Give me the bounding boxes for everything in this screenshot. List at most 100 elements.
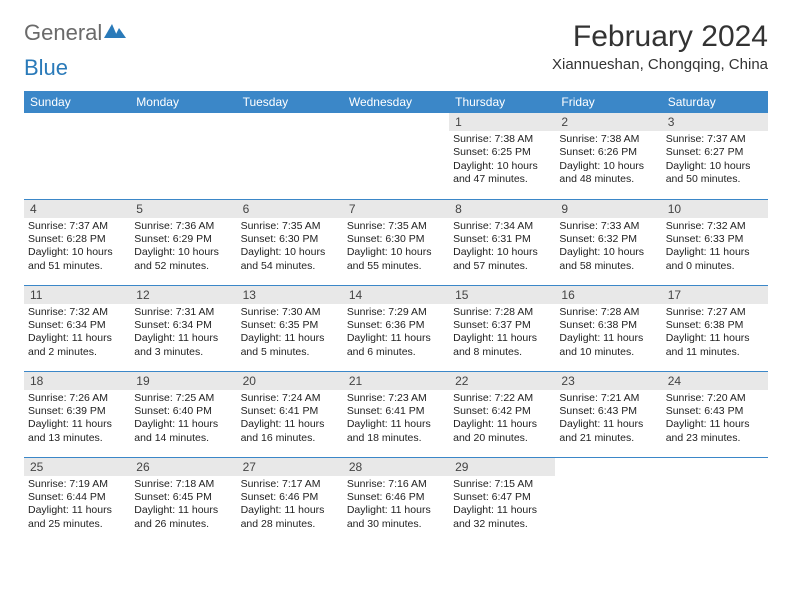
day-number: 11 [24,286,130,304]
calendar-day-cell: 6Sunrise: 7:35 AMSunset: 6:30 PMDaylight… [237,199,343,285]
calendar-day-cell: 12Sunrise: 7:31 AMSunset: 6:34 PMDayligh… [130,285,236,371]
day-number: 22 [449,372,555,390]
calendar-day-cell: 7Sunrise: 7:35 AMSunset: 6:30 PMDaylight… [343,199,449,285]
day-info: Sunrise: 7:38 AMSunset: 6:26 PMDaylight:… [555,131,661,189]
calendar-week-row: 25Sunrise: 7:19 AMSunset: 6:44 PMDayligh… [24,457,768,543]
calendar-day-cell: 10Sunrise: 7:32 AMSunset: 6:33 PMDayligh… [662,199,768,285]
calendar-day-cell: 4Sunrise: 7:37 AMSunset: 6:28 PMDaylight… [24,199,130,285]
day-number: 6 [237,200,343,218]
calendar-empty-cell [24,113,130,199]
day-number: 29 [449,458,555,476]
weekday-header-row: SundayMondayTuesdayWednesdayThursdayFrid… [24,91,768,113]
day-number: 7 [343,200,449,218]
calendar-day-cell: 18Sunrise: 7:26 AMSunset: 6:39 PMDayligh… [24,371,130,457]
calendar-day-cell: 8Sunrise: 7:34 AMSunset: 6:31 PMDaylight… [449,199,555,285]
day-info: Sunrise: 7:26 AMSunset: 6:39 PMDaylight:… [24,390,130,448]
day-info: Sunrise: 7:21 AMSunset: 6:43 PMDaylight:… [555,390,661,448]
day-info: Sunrise: 7:32 AMSunset: 6:34 PMDaylight:… [24,304,130,362]
day-info: Sunrise: 7:37 AMSunset: 6:28 PMDaylight:… [24,218,130,276]
calendar-day-cell: 17Sunrise: 7:27 AMSunset: 6:38 PMDayligh… [662,285,768,371]
title-block: February 2024 Xiannueshan, Chongqing, Ch… [552,20,768,73]
day-info: Sunrise: 7:36 AMSunset: 6:29 PMDaylight:… [130,218,236,276]
calendar-day-cell: 3Sunrise: 7:37 AMSunset: 6:27 PMDaylight… [662,113,768,199]
calendar-day-cell: 15Sunrise: 7:28 AMSunset: 6:37 PMDayligh… [449,285,555,371]
calendar-day-cell: 2Sunrise: 7:38 AMSunset: 6:26 PMDaylight… [555,113,661,199]
day-number: 21 [343,372,449,390]
calendar-day-cell: 5Sunrise: 7:36 AMSunset: 6:29 PMDaylight… [130,199,236,285]
day-info: Sunrise: 7:22 AMSunset: 6:42 PMDaylight:… [449,390,555,448]
day-info: Sunrise: 7:15 AMSunset: 6:47 PMDaylight:… [449,476,555,534]
day-info: Sunrise: 7:16 AMSunset: 6:46 PMDaylight:… [343,476,449,534]
calendar-day-cell: 26Sunrise: 7:18 AMSunset: 6:45 PMDayligh… [130,457,236,543]
calendar-day-cell: 1Sunrise: 7:38 AMSunset: 6:25 PMDaylight… [449,113,555,199]
day-info: Sunrise: 7:17 AMSunset: 6:46 PMDaylight:… [237,476,343,534]
day-number: 3 [662,113,768,131]
day-number: 17 [662,286,768,304]
calendar-empty-cell [130,113,236,199]
day-info: Sunrise: 7:24 AMSunset: 6:41 PMDaylight:… [237,390,343,448]
calendar-day-cell: 28Sunrise: 7:16 AMSunset: 6:46 PMDayligh… [343,457,449,543]
calendar-day-cell: 11Sunrise: 7:32 AMSunset: 6:34 PMDayligh… [24,285,130,371]
day-number: 9 [555,200,661,218]
calendar-day-cell: 25Sunrise: 7:19 AMSunset: 6:44 PMDayligh… [24,457,130,543]
logo-text-blue: Blue [24,55,68,81]
weekday-header: Wednesday [343,91,449,113]
calendar-day-cell: 19Sunrise: 7:25 AMSunset: 6:40 PMDayligh… [130,371,236,457]
day-number: 2 [555,113,661,131]
day-number: 5 [130,200,236,218]
page-title: February 2024 [552,20,768,54]
day-info: Sunrise: 7:28 AMSunset: 6:38 PMDaylight:… [555,304,661,362]
day-number: 18 [24,372,130,390]
weekday-header: Monday [130,91,236,113]
day-info: Sunrise: 7:18 AMSunset: 6:45 PMDaylight:… [130,476,236,534]
day-info: Sunrise: 7:27 AMSunset: 6:38 PMDaylight:… [662,304,768,362]
logo-triangle-icon [104,22,126,45]
day-info: Sunrise: 7:31 AMSunset: 6:34 PMDaylight:… [130,304,236,362]
day-number: 13 [237,286,343,304]
day-info: Sunrise: 7:33 AMSunset: 6:32 PMDaylight:… [555,218,661,276]
day-info: Sunrise: 7:30 AMSunset: 6:35 PMDaylight:… [237,304,343,362]
day-info: Sunrise: 7:38 AMSunset: 6:25 PMDaylight:… [449,131,555,189]
calendar-empty-cell [662,457,768,543]
day-number: 10 [662,200,768,218]
day-info: Sunrise: 7:29 AMSunset: 6:36 PMDaylight:… [343,304,449,362]
day-number: 1 [449,113,555,131]
day-number: 28 [343,458,449,476]
day-info: Sunrise: 7:20 AMSunset: 6:43 PMDaylight:… [662,390,768,448]
calendar-day-cell: 13Sunrise: 7:30 AMSunset: 6:35 PMDayligh… [237,285,343,371]
day-info: Sunrise: 7:35 AMSunset: 6:30 PMDaylight:… [237,218,343,276]
calendar-day-cell: 20Sunrise: 7:24 AMSunset: 6:41 PMDayligh… [237,371,343,457]
calendar-day-cell: 9Sunrise: 7:33 AMSunset: 6:32 PMDaylight… [555,199,661,285]
day-info: Sunrise: 7:19 AMSunset: 6:44 PMDaylight:… [24,476,130,534]
calendar-week-row: 4Sunrise: 7:37 AMSunset: 6:28 PMDaylight… [24,199,768,285]
day-number: 23 [555,372,661,390]
day-number: 26 [130,458,236,476]
weekday-header: Tuesday [237,91,343,113]
calendar-body: 1Sunrise: 7:38 AMSunset: 6:25 PMDaylight… [24,113,768,543]
calendar-day-cell: 14Sunrise: 7:29 AMSunset: 6:36 PMDayligh… [343,285,449,371]
day-number: 4 [24,200,130,218]
calendar-day-cell: 24Sunrise: 7:20 AMSunset: 6:43 PMDayligh… [662,371,768,457]
calendar-week-row: 11Sunrise: 7:32 AMSunset: 6:34 PMDayligh… [24,285,768,371]
logo-text-general: General [24,20,102,46]
day-number: 8 [449,200,555,218]
calendar-empty-cell [343,113,449,199]
day-number: 15 [449,286,555,304]
day-info: Sunrise: 7:23 AMSunset: 6:41 PMDaylight:… [343,390,449,448]
calendar-day-cell: 16Sunrise: 7:28 AMSunset: 6:38 PMDayligh… [555,285,661,371]
calendar-week-row: 1Sunrise: 7:38 AMSunset: 6:25 PMDaylight… [24,113,768,199]
calendar-empty-cell [555,457,661,543]
calendar-day-cell: 23Sunrise: 7:21 AMSunset: 6:43 PMDayligh… [555,371,661,457]
calendar-day-cell: 21Sunrise: 7:23 AMSunset: 6:41 PMDayligh… [343,371,449,457]
day-number: 12 [130,286,236,304]
day-number: 14 [343,286,449,304]
calendar-day-cell: 22Sunrise: 7:22 AMSunset: 6:42 PMDayligh… [449,371,555,457]
calendar-empty-cell [237,113,343,199]
day-number: 20 [237,372,343,390]
day-number: 25 [24,458,130,476]
day-info: Sunrise: 7:34 AMSunset: 6:31 PMDaylight:… [449,218,555,276]
weekday-header: Sunday [24,91,130,113]
weekday-header: Saturday [662,91,768,113]
weekday-header: Friday [555,91,661,113]
day-number: 19 [130,372,236,390]
